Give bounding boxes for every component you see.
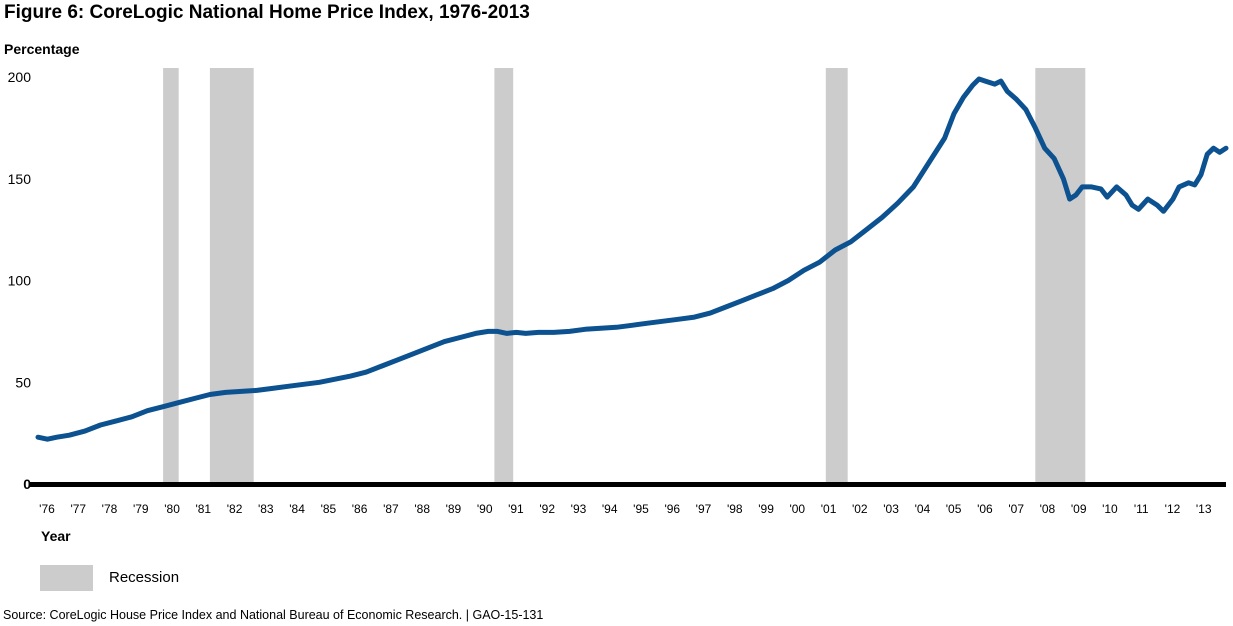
x-tick-label: '05 xyxy=(946,502,962,516)
x-tick-label: '12 xyxy=(1165,502,1181,516)
series-layer xyxy=(35,76,1229,442)
x-tick-label: '85 xyxy=(321,502,337,516)
x-tick-label: '09 xyxy=(1071,502,1087,516)
x-tick-label: '78 xyxy=(102,502,118,516)
x-tick-label: '92 xyxy=(539,502,555,516)
x-tick-label: '86 xyxy=(352,502,368,516)
legend-recession-swatch xyxy=(40,565,93,591)
x-tick-label: '91 xyxy=(508,502,524,516)
y-tick-label: 200 xyxy=(8,69,32,85)
recession-band-1 xyxy=(209,68,254,484)
x-tick-label: '83 xyxy=(258,502,274,516)
recession-band-0 xyxy=(163,68,179,484)
x-tick-label: '89 xyxy=(446,502,462,516)
y-tick-label: 100 xyxy=(8,273,32,289)
x-tick-label: '94 xyxy=(602,502,618,516)
x-tick-label: '80 xyxy=(164,502,180,516)
x-tick-label: '06 xyxy=(977,502,993,516)
series-line-home-price-index xyxy=(35,76,1229,442)
x-tick-label: '02 xyxy=(852,502,868,516)
x-tick-label: '93 xyxy=(571,502,587,516)
x-tick-label: '76 xyxy=(39,502,55,516)
x-tick-label: '96 xyxy=(664,502,680,516)
recession-band-3 xyxy=(825,68,848,484)
x-tick-label: '13 xyxy=(1196,502,1212,516)
y-tick-label: 150 xyxy=(8,171,32,187)
x-axis-ticks: '76 '77 '78 '79 '80 '81 '82 '83 '84 '85 '86 '87 '88 '… xyxy=(39,502,1212,516)
chart-title: Figure 6: CoreLogic National Home Price … xyxy=(4,2,530,23)
x-tick-label: '01 xyxy=(821,502,837,516)
x-tick-label: '82 xyxy=(227,502,243,516)
x-tick-label: '77 xyxy=(70,502,86,516)
x-tick-label: '88 xyxy=(414,502,430,516)
x-tick-label: '95 xyxy=(633,502,649,516)
x-tick-label: '87 xyxy=(383,502,399,516)
x-tick-label: '08 xyxy=(1040,502,1056,516)
x-tick-label: '84 xyxy=(289,502,305,516)
x-tick-label: '98 xyxy=(727,502,743,516)
x-tick-label: '11 xyxy=(1134,502,1149,516)
y-tick-label: 0 xyxy=(23,476,31,492)
y-axis-title: Percentage xyxy=(4,41,80,57)
legend-recession-label: Recession xyxy=(109,569,180,586)
y-tick-label: 50 xyxy=(15,374,31,390)
x-tick-label: '79 xyxy=(133,502,149,516)
y-axis-ticks: 0 50 100 150 200 xyxy=(8,69,32,492)
x-tick-label: '97 xyxy=(696,502,712,516)
source-note: Source: CoreLogic House Price Index and … xyxy=(3,608,544,622)
x-tick-label: '81 xyxy=(195,502,211,516)
x-tick-label: '90 xyxy=(477,502,493,516)
x-tick-label: '99 xyxy=(758,502,774,516)
recession-band-2 xyxy=(494,68,514,484)
x-tick-label: '03 xyxy=(883,502,899,516)
x-tick-label: '00 xyxy=(789,502,805,516)
x-tick-label: '04 xyxy=(915,502,931,516)
x-tick-label: '10 xyxy=(1102,502,1118,516)
recession-bands xyxy=(163,68,1086,484)
x-axis-title: Year xyxy=(41,528,71,544)
recession-band-4 xyxy=(1035,68,1086,484)
x-tick-label: '07 xyxy=(1008,502,1024,516)
